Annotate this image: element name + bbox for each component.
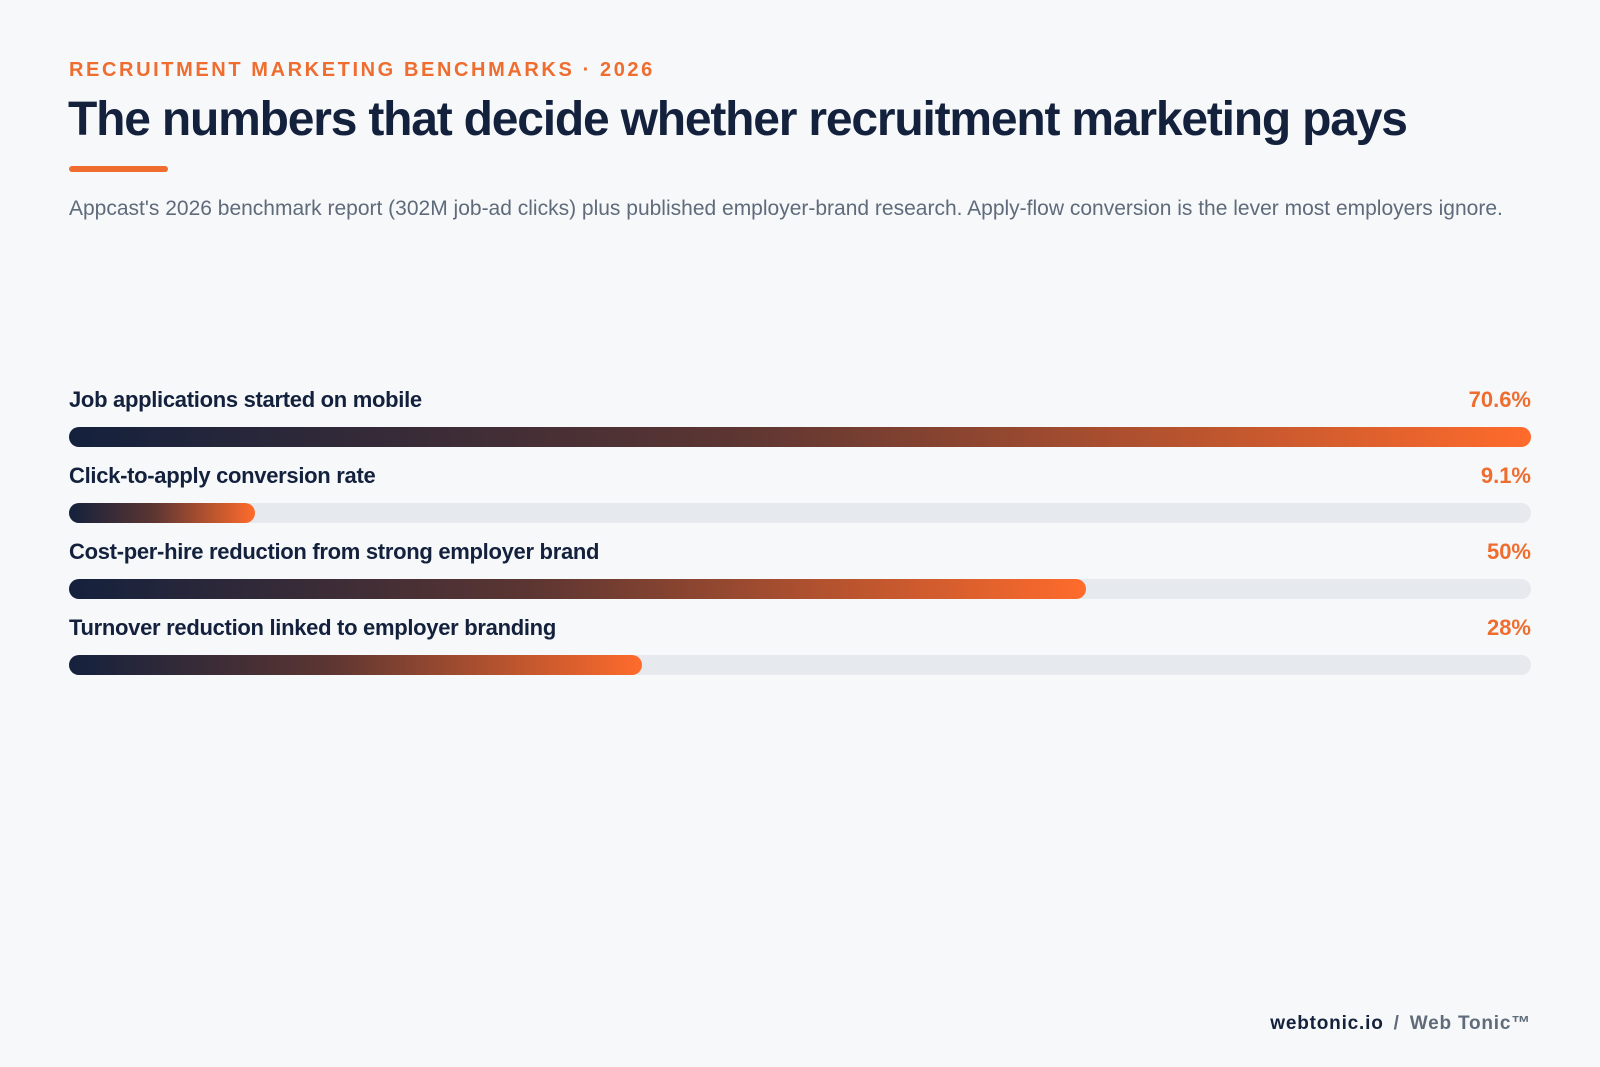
chart-row: Cost-per-hire reduction from strong empl… [69, 539, 1531, 603]
bar-fill [69, 427, 1531, 447]
bar-track [69, 579, 1531, 599]
bar-track [69, 655, 1531, 675]
chart-row: Click-to-apply conversion rate 9.1% [69, 463, 1531, 527]
eyebrow-label: RECRUITMENT MARKETING BENCHMARKS · 2026 [69, 59, 655, 81]
footer-credit: webtonic.io / Web Tonic™ [1270, 1013, 1531, 1035]
bar-value-label: 9.1% [1480, 463, 1531, 488]
bar-value-label: 28% [1486, 615, 1531, 640]
page-title: The numbers that decide whether recruitm… [68, 93, 1408, 146]
page-subtitle: Appcast's 2026 benchmark report (302M jo… [69, 197, 1503, 220]
bar-value-label: 70.6% [1468, 387, 1531, 412]
bar-fill [69, 655, 642, 675]
bar-fill [69, 579, 1086, 599]
bar-track [69, 503, 1531, 523]
chart-row: Job applications started on mobile 70.6% [69, 387, 1531, 451]
chart-row: Turnover reduction linked to employer br… [69, 615, 1531, 679]
bar-value-label: 50% [1486, 539, 1531, 564]
bar-track [69, 427, 1531, 447]
bar-label: Job applications started on mobile [69, 387, 422, 412]
bar-label: Click-to-apply conversion rate [69, 463, 376, 488]
bar-fill [69, 503, 255, 523]
bar-label: Cost-per-hire reduction from strong empl… [69, 539, 600, 564]
footer-site[interactable]: webtonic.io [1270, 1013, 1384, 1034]
footer-brand: Web Tonic™ [1409, 1013, 1531, 1034]
bar-label: Turnover reduction linked to employer br… [69, 615, 556, 640]
footer-separator: / [1393, 1013, 1400, 1034]
title-underline [69, 166, 168, 172]
